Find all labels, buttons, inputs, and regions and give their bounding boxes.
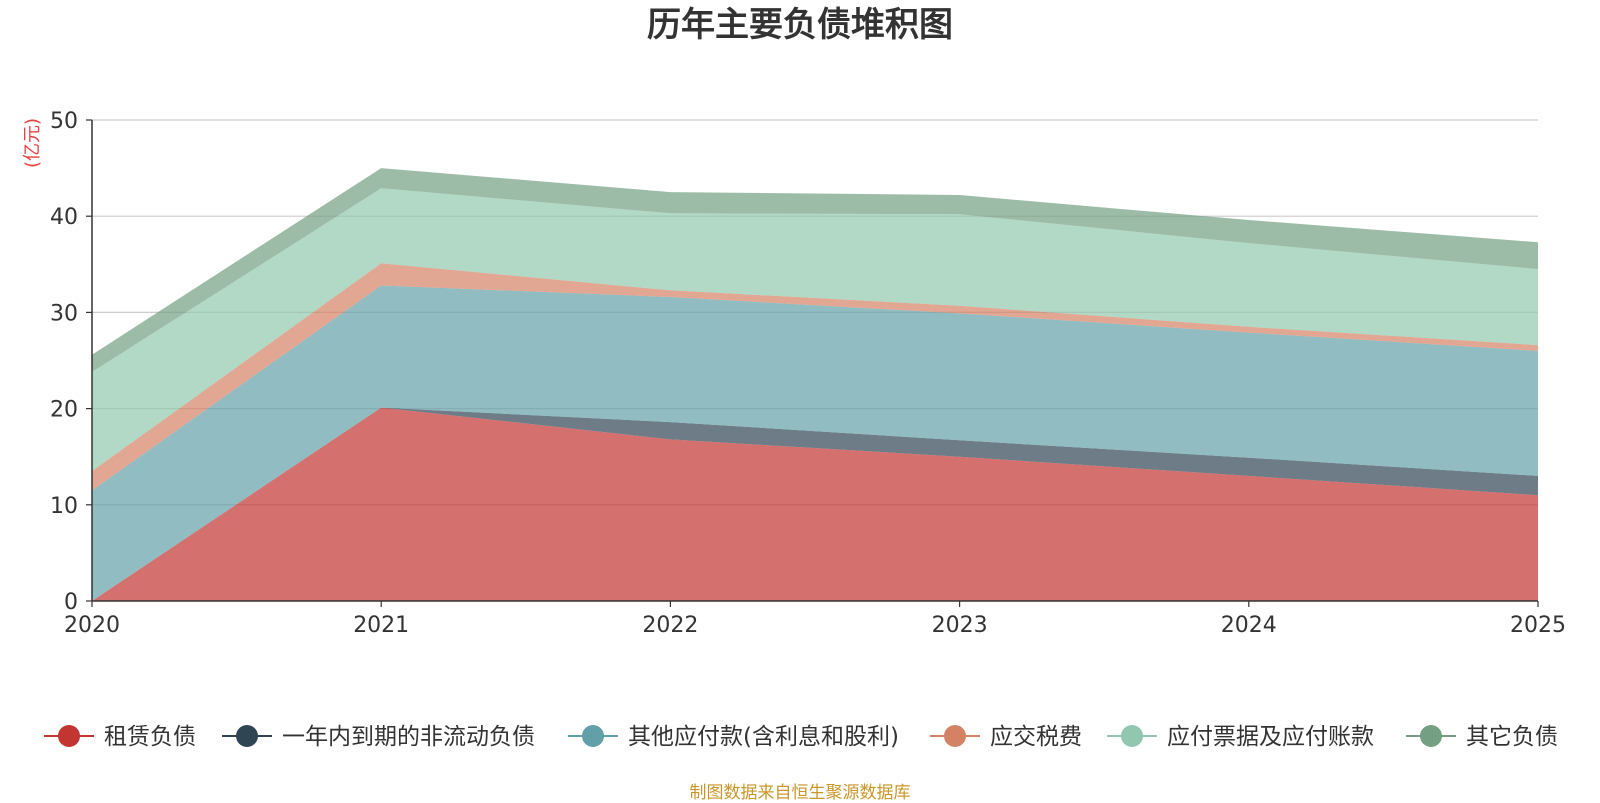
tick-labels: 0 10 20 30 40 50 2020 2021 2022 2023 2024 2025 [50, 109, 1566, 638]
legend-label: 一年内到期的非流动负债 [282, 724, 535, 750]
x-tick-label: 2021 [353, 613, 409, 638]
y-tick-label: 0 [64, 590, 78, 615]
area-series-2[interactable] [92, 285, 1538, 602]
legend-label: 其它负债 [1466, 724, 1558, 750]
legend-item-2[interactable]: 其他应付款(含利息和股利) [568, 724, 899, 750]
axes [91, 120, 1538, 602]
legend-label: 应付票据及应付账款 [1167, 724, 1374, 750]
legend-item-1[interactable]: 一年内到期的非流动负债 [222, 724, 535, 750]
chart-title: 历年主要负债堆积图 [647, 5, 953, 45]
y-tick-label: 40 [50, 205, 78, 230]
y-tick-label: 50 [50, 109, 78, 134]
legend-circle-marker [236, 725, 258, 747]
x-tick-label: 2020 [64, 613, 120, 638]
legend-circle-marker [1420, 725, 1442, 747]
legend-item-0[interactable]: 租赁负债 [44, 724, 196, 750]
legend-circle-marker [1121, 725, 1143, 747]
x-tick-label: 2025 [1510, 613, 1566, 638]
area-series-4[interactable] [92, 188, 1538, 472]
legend: 租赁负债 一年内到期的非流动负债 其他应付款(含利息和股利) 应交税费 应付票据及应付账… [44, 724, 1558, 750]
x-tick-label: 2022 [642, 613, 698, 638]
legend-circle-marker [58, 725, 80, 747]
legend-item-3[interactable]: 应交税费 [930, 724, 1082, 750]
y-tick-label: 10 [50, 494, 78, 519]
data-source-note: 制图数据来自恒生聚源数据库 [689, 783, 911, 803]
area-series-1[interactable] [92, 407, 1538, 601]
legend-item-4[interactable]: 应付票据及应付账款 [1107, 724, 1374, 750]
area-series-5[interactable] [92, 168, 1538, 372]
y-axis-unit-label: (亿元) [22, 118, 43, 168]
legend-label: 租赁负债 [104, 724, 196, 750]
y-tick-label: 20 [50, 398, 78, 423]
legend-circle-marker [944, 725, 966, 747]
area-series-group [92, 168, 1538, 601]
x-tick-label: 2023 [932, 613, 988, 638]
legend-item-5[interactable]: 其它负债 [1406, 724, 1558, 750]
area-series-0[interactable] [92, 407, 1538, 601]
legend-label: 应交税费 [990, 724, 1082, 750]
legend-label: 其他应付款(含利息和股利) [628, 724, 899, 750]
legend-circle-marker [582, 725, 604, 747]
y-tick-label: 30 [50, 301, 78, 326]
x-tick-label: 2024 [1221, 613, 1277, 638]
